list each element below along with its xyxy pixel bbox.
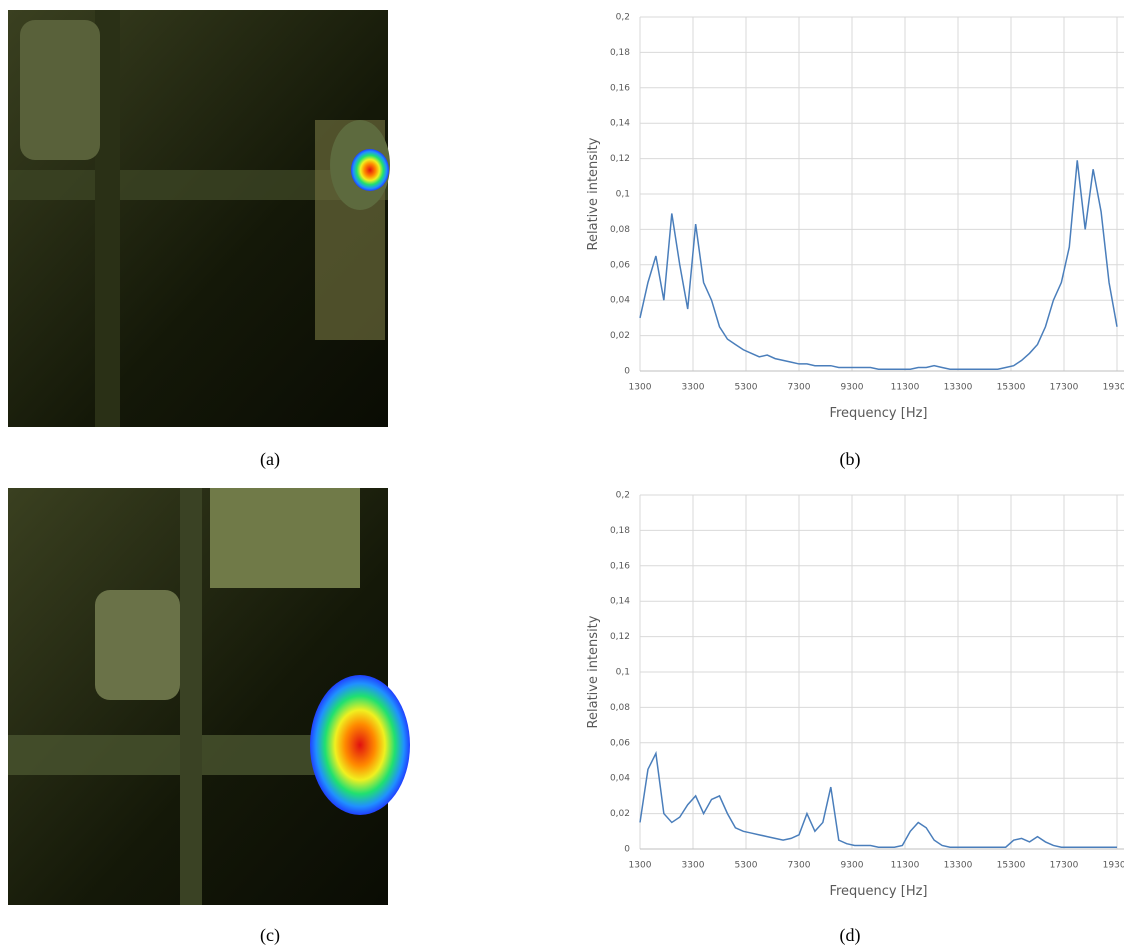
y-axis-label: Relative intensity xyxy=(586,615,601,728)
caption: (c) xyxy=(260,925,280,946)
y-tick-label: 0,02 xyxy=(610,809,630,819)
y-tick-label: 0,12 xyxy=(610,632,630,642)
series-line xyxy=(639,750,1117,848)
x-tick-label: 3300 xyxy=(682,861,705,871)
x-tick-label: 3300 xyxy=(682,383,705,393)
y-tick-label: 0,14 xyxy=(610,119,630,129)
y-tick-label: 0,18 xyxy=(610,48,630,58)
x-tick-label: 11300 xyxy=(891,861,920,871)
x-tick-label: 17300 xyxy=(1050,861,1079,871)
photo-c xyxy=(8,488,410,905)
y-tick-label: 0,18 xyxy=(610,526,630,536)
x-tick-label: 13300 xyxy=(944,861,973,871)
y-tick-label: 0,08 xyxy=(610,703,630,713)
y-tick-label: 0,04 xyxy=(610,296,630,306)
y-tick-label: 0,16 xyxy=(610,83,630,93)
y-tick-label: 0,06 xyxy=(610,738,630,748)
y-tick-label: 0 xyxy=(624,367,630,377)
y-tick-label: 0,14 xyxy=(610,597,630,607)
caption: (d) xyxy=(840,925,861,946)
x-tick-label: 5300 xyxy=(735,383,758,393)
y-tick-label: 0 xyxy=(624,845,630,855)
x-tick-label: 19300 xyxy=(1103,861,1124,871)
y-tick-label: 0,12 xyxy=(610,154,630,164)
x-tick-label: 1300 xyxy=(629,861,652,871)
y-tick-label: 0,1 xyxy=(616,190,630,200)
y-tick-label: 0,2 xyxy=(616,491,630,501)
x-tick-label: 9300 xyxy=(841,383,864,393)
x-axis-label: Frequency [Hz] xyxy=(829,884,927,899)
y-tick-label: 0,02 xyxy=(610,331,630,341)
y-axis-label: Relative intensity xyxy=(586,137,601,250)
x-tick-label: 19300 xyxy=(1103,383,1124,393)
x-tick-label: 13300 xyxy=(944,383,973,393)
x-tick-label: 15300 xyxy=(997,383,1026,393)
x-tick-label: 15300 xyxy=(997,861,1026,871)
x-tick-label: 7300 xyxy=(788,861,811,871)
x-tick-label: 9300 xyxy=(841,861,864,871)
caption: (a) xyxy=(260,449,280,470)
y-tick-label: 0,2 xyxy=(616,13,630,23)
y-tick-label: 0,08 xyxy=(610,225,630,235)
y-tick-label: 0,1 xyxy=(616,668,630,678)
caption: (b) xyxy=(840,449,861,470)
x-tick-label: 17300 xyxy=(1050,383,1079,393)
x-axis-label: Frequency [Hz] xyxy=(829,406,927,421)
photo-a xyxy=(8,10,390,427)
y-tick-label: 0,06 xyxy=(610,260,630,270)
y-tick-label: 0,16 xyxy=(610,561,630,571)
x-tick-label: 1300 xyxy=(629,383,652,393)
y-tick-label: 0,04 xyxy=(610,774,630,784)
x-tick-label: 5300 xyxy=(735,861,758,871)
x-tick-label: 7300 xyxy=(788,383,811,393)
series-line xyxy=(639,160,1118,370)
x-tick-label: 11300 xyxy=(891,383,920,393)
